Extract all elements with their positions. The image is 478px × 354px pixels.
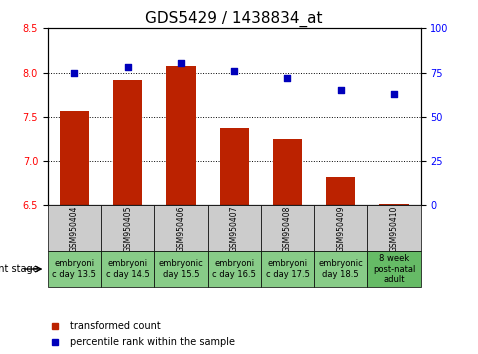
Text: GSM950409: GSM950409 — [336, 205, 345, 252]
Point — [177, 60, 185, 66]
Bar — [48, 251, 101, 287]
Bar — [314, 251, 368, 287]
Bar — [261, 205, 314, 251]
Point — [71, 70, 78, 75]
Text: embryonic
day 18.5: embryonic day 18.5 — [318, 259, 363, 279]
Bar — [261, 251, 314, 287]
Text: embryoni
c day 13.5: embryoni c day 13.5 — [53, 259, 97, 279]
Bar — [166, 67, 196, 205]
Text: GSM950410: GSM950410 — [390, 205, 399, 252]
Point — [230, 68, 238, 74]
Text: percentile rank within the sample: percentile rank within the sample — [70, 337, 235, 347]
Bar — [207, 205, 261, 251]
Bar — [314, 205, 368, 251]
Bar — [101, 205, 154, 251]
Bar — [154, 205, 207, 251]
Bar — [368, 205, 421, 251]
Bar — [368, 251, 421, 287]
Bar — [380, 204, 409, 205]
Bar — [60, 110, 89, 205]
Text: embryoni
c day 16.5: embryoni c day 16.5 — [212, 259, 256, 279]
Bar — [273, 139, 302, 205]
Text: 8 week
post-natal
adult: 8 week post-natal adult — [373, 254, 415, 284]
Point — [283, 75, 291, 81]
Point — [124, 64, 131, 70]
Bar — [326, 177, 355, 205]
Text: GSM950405: GSM950405 — [123, 205, 132, 252]
Bar — [219, 128, 249, 205]
Text: embryoni
c day 14.5: embryoni c day 14.5 — [106, 259, 150, 279]
Point — [337, 87, 345, 93]
Text: embryoni
c day 17.5: embryoni c day 17.5 — [266, 259, 309, 279]
Text: GSM950408: GSM950408 — [283, 205, 292, 252]
Point — [390, 91, 398, 97]
Bar — [154, 251, 207, 287]
Title: GDS5429 / 1438834_at: GDS5429 / 1438834_at — [145, 11, 323, 27]
Text: transformed count: transformed count — [70, 321, 161, 331]
Bar — [48, 205, 101, 251]
Text: embryonic
day 15.5: embryonic day 15.5 — [159, 259, 203, 279]
Bar — [113, 80, 142, 205]
Text: development stage: development stage — [0, 264, 38, 274]
Text: GSM950404: GSM950404 — [70, 205, 79, 252]
Text: GSM950407: GSM950407 — [230, 205, 239, 252]
Bar — [207, 251, 261, 287]
Text: GSM950406: GSM950406 — [176, 205, 185, 252]
Bar — [101, 251, 154, 287]
